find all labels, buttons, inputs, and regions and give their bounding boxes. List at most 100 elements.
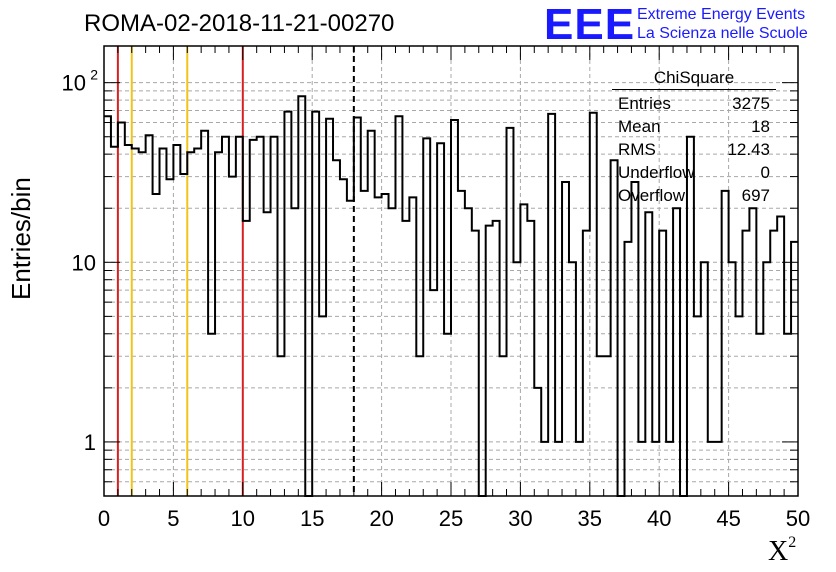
stats-value: 18 <box>751 117 770 136</box>
histogram-bin <box>319 316 326 496</box>
stats-row-overflow: Overflow 697 <box>610 184 778 207</box>
histogram-bin <box>153 194 160 496</box>
chart-title: ROMA-02-2018-11-21-00270 <box>84 10 395 37</box>
x-tick-label: 5 <box>167 506 179 531</box>
histogram-bin <box>389 208 396 496</box>
histogram-bin <box>194 149 201 496</box>
histogram-bin <box>395 116 402 496</box>
histogram-bin <box>368 131 375 496</box>
histogram-bin <box>229 177 236 496</box>
y-tick-label: 10 <box>72 250 96 275</box>
histogram-bin <box>465 208 472 496</box>
logo-line-1: Extreme Energy Events <box>637 6 806 23</box>
histogram-bin <box>382 194 389 496</box>
histogram-bin <box>312 112 319 496</box>
stats-value: 12.43 <box>727 140 770 159</box>
histogram-bin <box>180 174 187 496</box>
y-axis-label: Entries/bin <box>6 177 36 300</box>
histogram-bin <box>215 152 222 496</box>
histogram-bin <box>638 442 645 496</box>
histogram-bin <box>625 242 632 496</box>
histogram-bin <box>722 191 729 496</box>
logo-line-2: La Scienza nelle Scuole <box>637 25 808 42</box>
histogram-bin <box>201 131 208 496</box>
x-axis-label-base: X <box>768 536 789 567</box>
x-tick-label: 40 <box>647 506 671 531</box>
x-tick-label: 30 <box>508 506 532 531</box>
eee-logo: EEE <box>544 0 636 49</box>
stats-value: 697 <box>741 186 770 205</box>
histogram-bin <box>701 262 708 496</box>
histogram-bin <box>548 114 555 496</box>
stats-row-rms: RMS 12.43 <box>610 138 778 161</box>
histogram-bin <box>257 137 264 496</box>
histogram-bin <box>347 201 354 496</box>
histogram-bin <box>555 442 562 496</box>
histogram-bin <box>430 290 437 496</box>
histogram-bin <box>736 316 743 496</box>
y-tick-label: 1 <box>84 430 96 455</box>
histogram-bin <box>541 442 548 496</box>
histogram-bin <box>493 221 500 496</box>
histogram-bin <box>729 262 736 496</box>
histogram-bin <box>146 135 153 496</box>
stats-row-entries: Entries 3275 <box>610 92 778 115</box>
histogram-bin <box>562 182 569 496</box>
x-tick-label: 15 <box>300 506 324 531</box>
histogram-bin <box>451 120 458 496</box>
x-axis-label-superscript: 2 <box>788 534 797 551</box>
x-tick-label: 25 <box>439 506 463 531</box>
x-tick-label: 45 <box>716 506 740 531</box>
histogram-bin <box>111 147 118 496</box>
histogram-bin <box>652 442 659 496</box>
histogram-bin <box>673 208 680 496</box>
histogram-bin <box>284 112 291 496</box>
histogram-bin <box>333 160 340 496</box>
histogram-bin <box>763 262 770 496</box>
histogram-bin <box>409 197 416 496</box>
histogram-bin <box>125 145 132 496</box>
histogram-bin <box>104 116 111 496</box>
histogram-bin <box>756 334 763 496</box>
x-tick-label: 0 <box>98 506 110 531</box>
histogram-bin <box>500 356 507 496</box>
stats-label: Mean <box>618 117 661 136</box>
x-tick-label: 35 <box>578 506 602 531</box>
stats-box: ChiSquare Entries 3275 Mean 18 RMS 12.43… <box>610 68 778 207</box>
stats-label: Entries <box>618 94 671 113</box>
histogram-bin <box>666 442 673 496</box>
histogram-bin <box>264 212 271 496</box>
histogram-bin <box>340 179 347 496</box>
histogram-bin <box>250 140 257 496</box>
histogram-bin <box>298 96 305 496</box>
histogram-bin <box>361 191 368 496</box>
stats-title: ChiSquare <box>612 68 776 90</box>
histogram-bin <box>611 160 618 496</box>
x-tick-label: 50 <box>786 506 810 531</box>
histogram-bin <box>694 316 701 496</box>
histogram-bin <box>208 334 215 496</box>
histogram-bin <box>659 231 666 496</box>
histogram-bin <box>520 204 527 496</box>
x-tick-label: 10 <box>231 506 255 531</box>
histogram-bin <box>375 197 382 496</box>
histogram-bin <box>416 356 423 496</box>
histogram-bin <box>749 208 756 496</box>
histogram-bin <box>777 216 784 496</box>
histogram-bin <box>291 208 298 496</box>
histogram-bin <box>423 138 430 496</box>
histogram-bin <box>770 231 777 496</box>
histogram-bin <box>631 182 638 496</box>
histogram-bin <box>513 262 520 496</box>
histogram-bin <box>132 149 139 496</box>
histogram-bin <box>173 145 180 496</box>
y-tick-label: 10 <box>62 71 86 96</box>
x-axis-label: X2 <box>768 534 797 568</box>
histogram-bin <box>590 113 597 496</box>
histogram-bin <box>326 119 333 496</box>
histogram-bin <box>507 128 514 496</box>
y-tick-exponent: 2 <box>90 67 98 83</box>
histogram-bin <box>742 231 749 496</box>
histogram-bin <box>222 137 229 496</box>
stats-label: Underflow <box>618 163 695 182</box>
